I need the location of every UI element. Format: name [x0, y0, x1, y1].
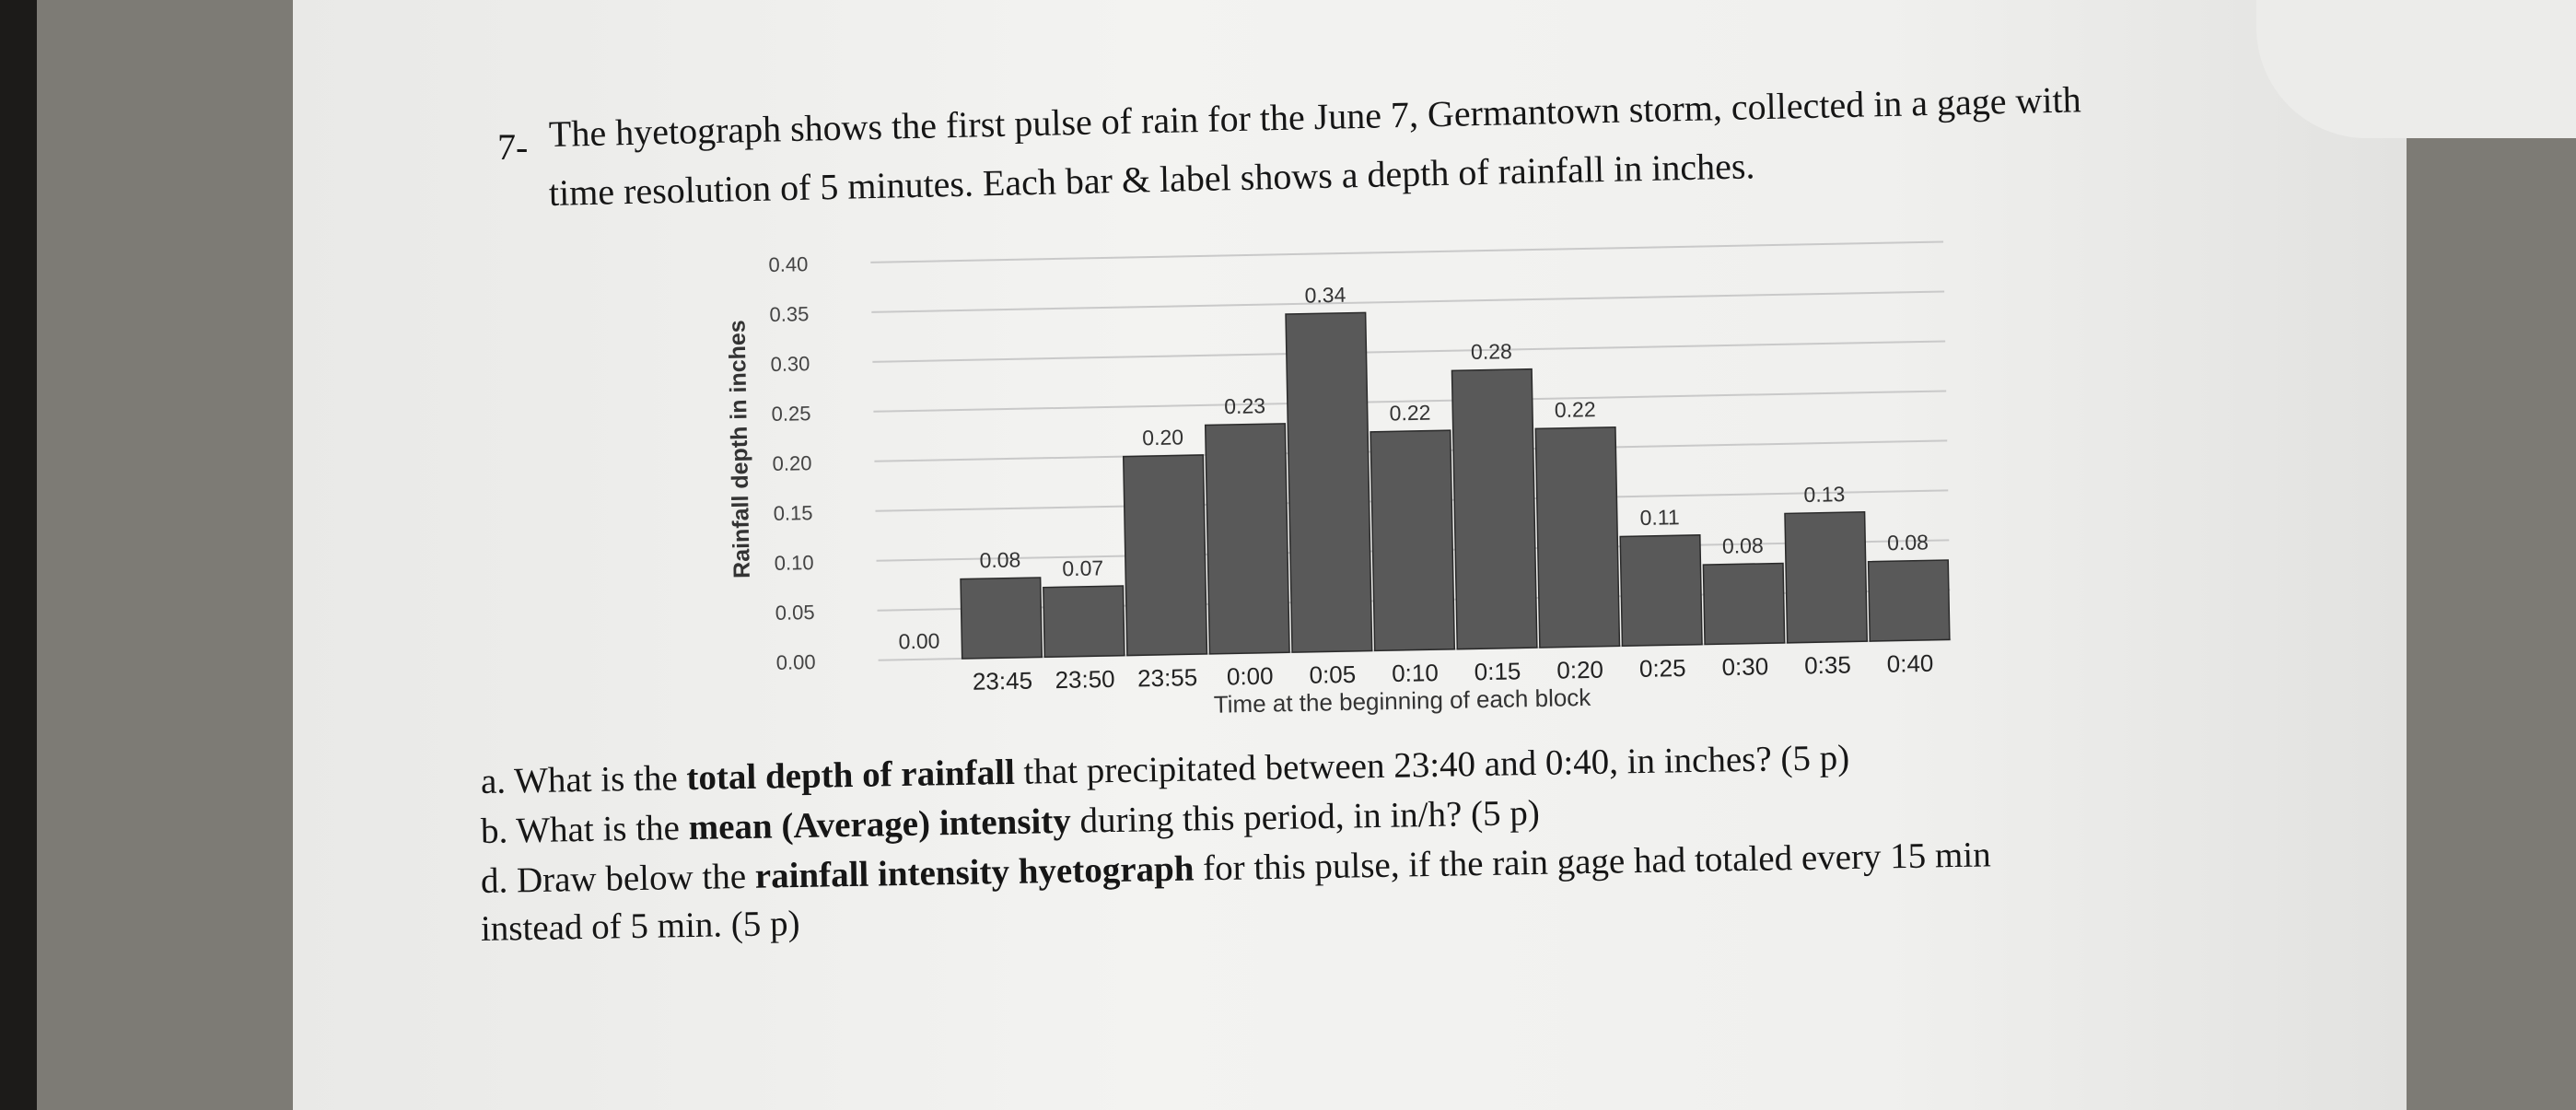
y-tick-label: 0.10 [774, 551, 813, 575]
bar-value-label: 0.22 [1389, 401, 1430, 426]
bar-value-label: 0.08 [1887, 530, 1929, 555]
bar-value-label: 0.07 [1062, 555, 1103, 580]
x-tick-label: 23:50 [1055, 665, 1115, 694]
y-tick-label: 0.40 [768, 252, 808, 276]
y-tick-label: 0.15 [773, 501, 812, 525]
y-axis-label: Rainfall depth in inches [724, 320, 754, 578]
bar [1285, 311, 1373, 653]
bar-value-label: 0.13 [1803, 482, 1845, 507]
gridline [873, 390, 1947, 413]
bar [1122, 454, 1208, 657]
background-paper-corner [2256, 0, 2576, 138]
gridline [871, 290, 1945, 313]
x-tick-label: 0:05 [1309, 660, 1356, 689]
x-tick-label: 0:20 [1556, 656, 1603, 684]
question-b-prefix: b. What is the [480, 808, 690, 851]
question-b-suffix: during this period, in in/h? (5 p) [1070, 792, 1541, 841]
question-a-bold: total depth of rainfall [686, 752, 1016, 799]
question-b-bold: mean (Average) intensity [688, 800, 1072, 848]
x-tick-label: 23:55 [1137, 663, 1198, 692]
x-tick-label: 0:25 [1639, 654, 1686, 683]
bar-value-label: 0.11 [1639, 505, 1680, 530]
y-tick-label: 0.20 [772, 451, 811, 475]
bar-value-label: 0.08 [979, 547, 1020, 572]
hyetograph-chart: 0.00 0.08 0.07 0.20 0.23 0.34 0.22 0.28 0.22 0.11… [705, 214, 1985, 754]
background-dark-edge [0, 0, 37, 1110]
hyetograph-svg: 0.00 0.08 0.07 0.20 0.23 0.34 0.22 0.28 0.22 0.11… [724, 240, 1952, 719]
x-tick-label: 23:45 [973, 667, 1033, 695]
bar [1534, 426, 1621, 648]
y-tick-label: 0.30 [770, 352, 810, 376]
question-d-prefix: d. Draw below the [480, 856, 756, 901]
bar [1370, 429, 1456, 652]
bar-value-label: 0.00 [898, 628, 939, 653]
y-tick-label: 0.35 [769, 302, 809, 326]
y-tick-label: 0.05 [775, 601, 815, 625]
x-tick-label: 0:10 [1392, 659, 1439, 687]
bar-value-label: 0.20 [1142, 425, 1183, 450]
bar [1702, 562, 1786, 646]
bar [1043, 585, 1125, 659]
x-tick-label: 0:40 [1886, 649, 1933, 678]
y-tick-label: 0.25 [771, 402, 810, 426]
bar [1204, 423, 1290, 655]
x-tick-label: 0:30 [1721, 652, 1768, 681]
y-tick-label: 0.00 [776, 650, 816, 674]
bar [1451, 368, 1538, 650]
bar-value-label: 0.34 [1304, 283, 1346, 308]
bar-value-label: 0.23 [1224, 393, 1265, 418]
question-d-continued: instead of 5 min. (5 p) [480, 903, 800, 949]
bar [1867, 559, 1951, 642]
bar [1784, 511, 1869, 644]
problem-number: 7- [497, 126, 529, 168]
bar-value-label: 0.08 [1722, 533, 1764, 558]
bar-value-label: 0.28 [1471, 339, 1512, 364]
x-tick-label: 0:15 [1474, 657, 1521, 685]
bar-value-label: 0.22 [1555, 397, 1596, 422]
bar [960, 577, 1043, 660]
gridline [872, 340, 1946, 363]
x-tick-label: 0:35 [1804, 650, 1851, 679]
bar [1619, 534, 1703, 648]
question-d-bold: rainfall intensity hyetograph [754, 848, 1195, 896]
gridline [870, 240, 1944, 263]
question-a-prefix: a. What is the [480, 758, 687, 801]
x-tick-label: 0:00 [1227, 662, 1274, 691]
